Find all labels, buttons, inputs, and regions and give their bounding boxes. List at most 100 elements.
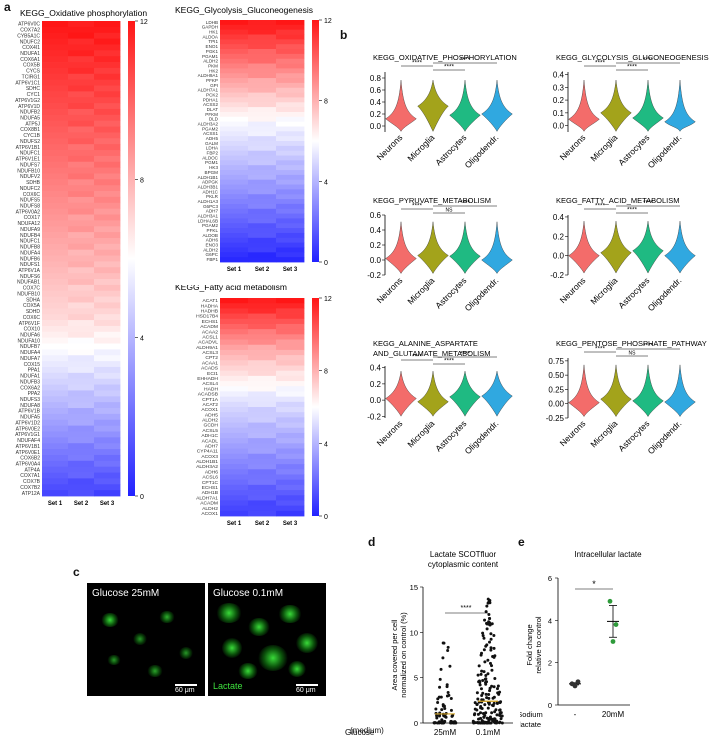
heatmap-gene-label: CYC1B bbox=[23, 133, 40, 139]
heatmap-cell bbox=[248, 308, 277, 314]
heatmap-cell bbox=[248, 318, 277, 325]
violin-y-tick-label: 0.0 bbox=[553, 122, 565, 131]
heatmap-gene-label: G6PC bbox=[206, 252, 219, 257]
heatmap-gene-label: ACSS1 bbox=[203, 131, 218, 136]
heatmap-cell bbox=[276, 495, 305, 501]
heatmap-glycolysis: KEGG_Glycolysis_Gluconeogenesis LDHBGAPDH… bbox=[175, 5, 332, 273]
lactate-label: Lactate bbox=[213, 681, 243, 691]
heatmap-gene-label: COX10 bbox=[24, 327, 41, 333]
heatmap-cell bbox=[68, 196, 95, 204]
heatmap-cell bbox=[248, 165, 277, 171]
heatmap-cell bbox=[276, 303, 305, 309]
heatmap-gene-label: ATP6V1B1 bbox=[16, 145, 41, 151]
heatmap-set-label: Set 3 bbox=[100, 501, 115, 505]
heatmap-cell bbox=[68, 73, 95, 81]
heatmap-cell bbox=[68, 255, 95, 262]
heatmap-cell bbox=[94, 325, 121, 333]
heatmap-cell bbox=[220, 298, 249, 304]
heatmap-cell bbox=[276, 407, 305, 413]
heatmap-gene-label: NDUFC1 bbox=[20, 151, 40, 157]
heatmap-gene-label: NDUFS5 bbox=[20, 198, 40, 204]
heatmap-cell bbox=[68, 419, 95, 427]
heatmap-cell bbox=[276, 365, 305, 372]
significance-label: **** bbox=[595, 203, 606, 210]
violin-neurons bbox=[568, 364, 600, 418]
panel-d-point-0-1mm bbox=[478, 680, 482, 684]
heatmap-cell bbox=[276, 208, 305, 214]
heatmap-cell bbox=[276, 401, 305, 408]
heatmap-gene-label: CPT1C bbox=[202, 480, 219, 486]
heatmap-cell bbox=[248, 339, 277, 346]
heatmap-gene-label: GAPDH bbox=[202, 25, 218, 30]
violin-neurons bbox=[385, 221, 417, 274]
heatmap-cell bbox=[248, 412, 277, 418]
heatmap-gene-label: NDUFA6 bbox=[20, 332, 40, 338]
heatmap-cell bbox=[42, 144, 69, 151]
heatmap-gene-label: ALDH1B1 bbox=[198, 175, 219, 180]
heatmap-cell bbox=[220, 194, 249, 200]
violin-y-tick-label: 0.75 bbox=[548, 357, 564, 366]
heatmap-cell bbox=[248, 298, 277, 304]
colorbar-tick-label: 8 bbox=[140, 177, 144, 184]
heatmap-cell bbox=[94, 490, 121, 497]
heatmap-cell bbox=[220, 165, 249, 171]
heatmap-cell bbox=[248, 232, 277, 239]
panel-e-point bbox=[572, 683, 578, 689]
heatmap-cell bbox=[276, 443, 305, 449]
heatmap-cell bbox=[276, 232, 305, 239]
panel-d-point-0-1mm bbox=[480, 693, 484, 697]
heatmap-cell bbox=[68, 454, 95, 462]
heatmap-cell bbox=[94, 396, 121, 403]
heatmap-cell bbox=[68, 396, 95, 403]
heatmap-cell bbox=[220, 427, 249, 434]
heatmap-cell bbox=[220, 443, 249, 449]
panel-d-point-25mm bbox=[435, 716, 439, 720]
heatmap-cell bbox=[276, 87, 305, 93]
heatmap-cell bbox=[42, 419, 69, 427]
heatmap-cell bbox=[42, 478, 69, 485]
heatmap-gene-label: ADH1C bbox=[201, 433, 218, 439]
panel-d-point-25mm bbox=[439, 720, 443, 724]
heatmap-cell bbox=[276, 479, 305, 486]
violin-microglia bbox=[417, 221, 449, 274]
panel-d-point-0-1mm bbox=[483, 703, 487, 707]
heatmap-gene-label: PCK2 bbox=[206, 92, 218, 97]
heatmap-cell bbox=[68, 38, 95, 45]
panel-d-point-25mm bbox=[442, 641, 446, 645]
heatmap-gene-label: CYB5A1C bbox=[17, 33, 40, 39]
heatmap-cell bbox=[220, 24, 249, 31]
panel-d-point-0-1mm bbox=[485, 627, 489, 631]
panel-d-point-0-1mm bbox=[490, 668, 494, 672]
panel-d-point-25mm bbox=[441, 656, 445, 660]
heatmap-cell bbox=[94, 437, 121, 444]
violin-y-tick-label: 0.2 bbox=[553, 96, 565, 105]
heatmap-gene-label: ALDOA bbox=[202, 34, 218, 39]
heatmap-cell bbox=[42, 26, 69, 34]
heatmap-cell bbox=[220, 29, 249, 35]
panel-d-x-label: 0.1mM bbox=[476, 728, 501, 737]
violin-y-tick-label: 0.0 bbox=[370, 396, 382, 405]
panel-d-point-25mm bbox=[438, 677, 442, 681]
heatmap-gene-label: NDUFA1 bbox=[20, 374, 40, 380]
heatmap-cell bbox=[276, 344, 305, 351]
heatmap-gene-label: ACSS2 bbox=[203, 102, 218, 107]
violin-astrocytes bbox=[449, 221, 481, 274]
violin-panel: KEGG_FATTY_ACID_METABOLISM-0.20.00.20.4N… bbox=[550, 196, 696, 313]
heatmap-cell bbox=[248, 92, 277, 98]
heatmap-cell bbox=[68, 484, 95, 491]
heatmap-cell bbox=[42, 237, 69, 245]
violin-x-label: Microglia bbox=[588, 275, 619, 306]
heatmap-gene-label: COX7B2 bbox=[20, 485, 40, 491]
heatmap-cell bbox=[248, 334, 277, 340]
heatmap-cell bbox=[248, 29, 277, 35]
heatmap-cell bbox=[42, 50, 69, 57]
heatmap-cell bbox=[94, 296, 121, 303]
heatmap-gene-label: CPT1A bbox=[202, 397, 219, 403]
heatmap-cell bbox=[276, 170, 305, 176]
significance-label: **** bbox=[643, 343, 654, 350]
heatmap-cell bbox=[220, 318, 249, 325]
heatmap-cell bbox=[276, 29, 305, 35]
panel-letter-a: a bbox=[4, 0, 11, 14]
heatmap-cell bbox=[68, 308, 95, 315]
violin-oligodendr bbox=[481, 80, 513, 132]
